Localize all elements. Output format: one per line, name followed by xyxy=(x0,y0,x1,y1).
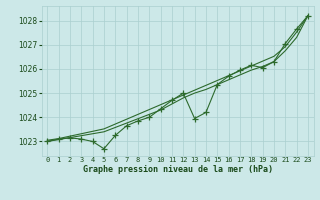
X-axis label: Graphe pression niveau de la mer (hPa): Graphe pression niveau de la mer (hPa) xyxy=(83,165,273,174)
